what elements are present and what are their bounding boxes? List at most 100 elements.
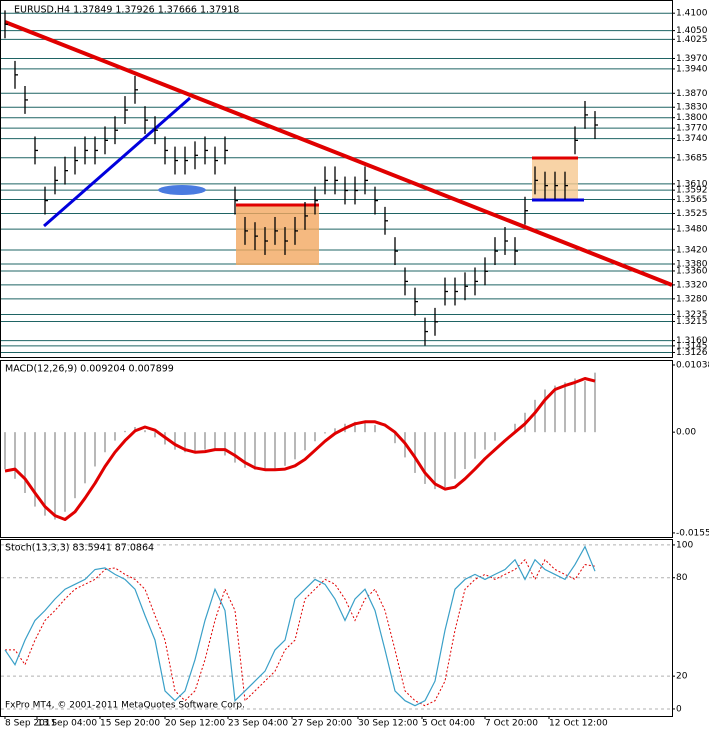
histogram-bar xyxy=(444,432,446,488)
histogram-bar xyxy=(264,432,266,470)
histogram-bar xyxy=(494,432,496,441)
histogram-bar xyxy=(354,421,356,433)
histogram-bar xyxy=(544,389,546,433)
histogram-bar xyxy=(4,432,6,470)
histogram-bar xyxy=(94,432,96,467)
histogram-bar xyxy=(574,378,576,433)
x-tick-label: 12 Oct 12:00 xyxy=(549,719,608,729)
x-tick-label: 30 Sep 12:00 xyxy=(358,719,418,729)
histogram-bar xyxy=(454,432,456,479)
x-tick-label: 20 Sep 12:00 xyxy=(165,719,225,729)
histogram-bar xyxy=(224,432,226,456)
y-tick-label: 0.01038 xyxy=(676,361,709,371)
histogram-bar xyxy=(534,399,536,433)
y-tick-label: 1.3480 xyxy=(676,225,708,235)
histogram-bar xyxy=(144,430,146,433)
stoch-panel xyxy=(0,539,673,717)
histogram-bar xyxy=(564,382,566,433)
x-tick-label: 15 Sep 20:00 xyxy=(100,719,160,729)
y-tick-label: 1.3800 xyxy=(676,113,708,123)
histogram-bar xyxy=(314,432,316,442)
histogram-bar xyxy=(294,432,296,460)
signal-line xyxy=(4,377,596,521)
histogram-bar xyxy=(484,432,486,450)
stoch-title: Stoch(13,3,3) 83.5941 87.0864 xyxy=(5,543,154,554)
histogram-bar xyxy=(274,432,276,470)
y-tick-label: 1.3830 xyxy=(676,103,708,113)
y-tick-label: 1.3420 xyxy=(676,246,708,256)
histogram-bar xyxy=(44,432,46,516)
signal-line xyxy=(5,558,596,707)
histogram-bar xyxy=(14,432,16,479)
histogram-bar xyxy=(174,432,176,450)
histogram-bar xyxy=(424,432,426,484)
y-tick-label: 1.3380 xyxy=(676,259,708,269)
grid-layer xyxy=(1,12,672,710)
y-tick-label: 1.3235 xyxy=(676,310,708,320)
copyright: FxPro MT4, © 2001-2011 MetaQuotes Softwa… xyxy=(5,701,245,711)
histogram-bar xyxy=(34,432,36,507)
histogram-bar xyxy=(104,432,106,453)
histogram-bar xyxy=(514,423,516,433)
y-tick-label: 1.4100 xyxy=(676,9,708,19)
y-tick-label: 1.3160 xyxy=(676,336,708,346)
y-tick-label: 1.3280 xyxy=(676,294,708,304)
histogram-bar xyxy=(554,385,556,433)
y-tick-label: 0.00 xyxy=(676,428,696,438)
y-tick-label: 1.4050 xyxy=(676,26,708,36)
histogram-bar xyxy=(324,432,326,434)
x-tick-label: 8 Sep 2011 xyxy=(5,719,56,729)
histogram-bar xyxy=(194,432,196,452)
y-tick-label: 1.3320 xyxy=(676,280,708,290)
histogram-bar xyxy=(214,432,216,450)
main-title: EURUSD,H4 1.37849 1.37926 1.37666 1.3791… xyxy=(14,5,239,16)
trend-line xyxy=(43,96,191,228)
trend-line xyxy=(4,20,673,287)
x-tick-label: 7 Oct 20:00 xyxy=(485,719,538,729)
histogram-bar xyxy=(154,432,156,438)
histogram-bar xyxy=(244,432,246,468)
histogram-bar xyxy=(184,432,186,453)
y-tick-label: 1.3870 xyxy=(676,89,708,99)
y-tick-label: 1.3770 xyxy=(676,124,708,134)
histogram-bar xyxy=(84,432,86,484)
macd-title: MACD(12,26,9) 0.009204 0.007899 xyxy=(5,364,174,375)
histogram-bar xyxy=(54,432,56,520)
y-tick-label: 1.3215 xyxy=(676,317,708,327)
y-tick-label: 1.3970 xyxy=(676,54,708,64)
histogram-bar xyxy=(24,432,26,493)
y-tick-label: 1.3610 xyxy=(676,179,708,189)
histogram-bar xyxy=(394,432,396,444)
histogram-bar xyxy=(284,432,286,466)
y-tick-label: 1.3592 xyxy=(676,186,708,196)
histogram-bar xyxy=(234,432,236,463)
range-box xyxy=(236,205,319,265)
histogram-bar xyxy=(414,432,416,473)
y-tick-label: 1.3126 xyxy=(676,348,708,358)
main-line xyxy=(4,545,596,707)
y-tick-label: 80 xyxy=(676,573,688,583)
y-tick-label: 1.3685 xyxy=(676,153,708,163)
y-tick-label: -0.01557 xyxy=(676,528,709,538)
y-tick-label: 1.3525 xyxy=(676,209,708,219)
x-tick-label: 5 Oct 04:00 xyxy=(422,719,475,729)
histogram-bar xyxy=(114,432,116,441)
histogram-bar xyxy=(334,428,336,433)
macd-panel xyxy=(0,360,673,538)
histogram-bar xyxy=(584,381,586,433)
histogram-bar xyxy=(374,425,376,433)
y-tick-label: 1.3740 xyxy=(676,134,708,144)
y-tick-label: 1.3360 xyxy=(676,266,708,276)
x-tick-label: 13 Sep 04:00 xyxy=(37,719,97,729)
histogram-bar xyxy=(124,430,126,433)
marker-ellipse xyxy=(158,185,206,195)
histogram-bar xyxy=(594,372,596,433)
y-tick-label: 100 xyxy=(676,540,693,550)
y-tick-label: 1.4025 xyxy=(676,35,708,45)
y-tick-label: 20 xyxy=(676,672,688,682)
x-tick-label: 23 Sep 04:00 xyxy=(228,719,288,729)
main-panel xyxy=(0,0,673,358)
